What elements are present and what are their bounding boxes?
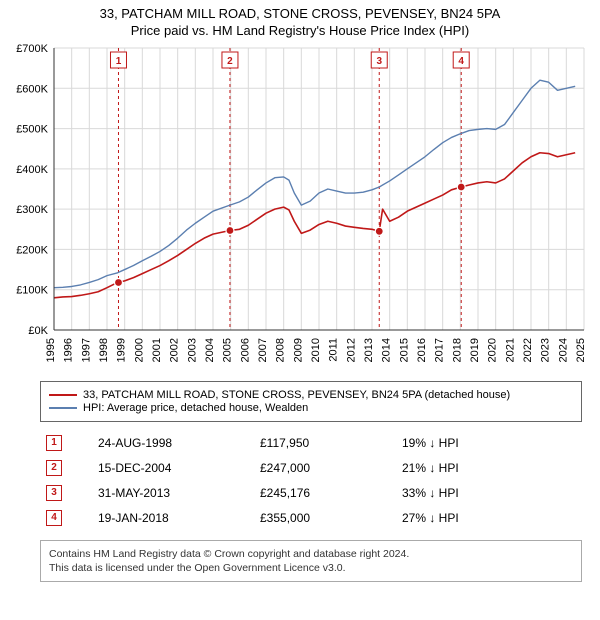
svg-text:£500K: £500K [16,124,48,136]
sale-marker-icon: 3 [46,485,62,501]
sale-date: 15-DEC-2004 [92,455,254,480]
svg-text:2022: 2022 [522,338,534,362]
svg-text:2010: 2010 [310,338,322,362]
svg-text:2018: 2018 [451,338,463,362]
sale-diff: 19% ↓ HPI [396,430,582,455]
legend: 33, PATCHAM MILL ROAD, STONE CROSS, PEVE… [40,381,582,422]
svg-text:3: 3 [376,56,382,67]
svg-text:2005: 2005 [222,338,234,362]
svg-text:2024: 2024 [557,338,569,362]
svg-text:£600K: £600K [16,83,48,95]
legend-item: HPI: Average price, detached house, Weal… [49,402,573,414]
sale-marker-icon: 1 [46,435,62,451]
svg-text:£400K: £400K [16,164,48,176]
sale-marker-icon: 2 [46,460,62,476]
svg-text:2009: 2009 [292,338,304,362]
svg-text:2021: 2021 [504,338,516,362]
legend-swatch [49,394,77,396]
svg-text:2017: 2017 [434,338,446,362]
svg-text:2004: 2004 [204,338,216,362]
svg-text:1995: 1995 [45,338,57,362]
sale-price: £245,176 [254,480,396,505]
svg-text:2020: 2020 [487,338,499,362]
svg-text:2015: 2015 [398,338,410,362]
sale-row: 4 19-JAN-2018£355,00027% ↓ HPI [40,505,582,530]
footer-line1: Contains HM Land Registry data © Crown c… [49,547,573,561]
svg-text:1996: 1996 [63,338,75,362]
sale-diff: 33% ↓ HPI [396,480,582,505]
svg-text:2006: 2006 [239,338,251,362]
sale-row: 2 15-DEC-2004£247,00021% ↓ HPI [40,455,582,480]
svg-text:2002: 2002 [169,338,181,362]
sale-date: 19-JAN-2018 [92,505,254,530]
svg-text:£200K: £200K [16,244,48,256]
svg-text:2008: 2008 [275,338,287,362]
sales-table: 1 24-AUG-1998£117,95019% ↓ HPI 2 15-DEC-200… [40,430,582,530]
titles: 33, PATCHAM MILL ROAD, STONE CROSS, PEVE… [0,0,600,40]
svg-text:1999: 1999 [116,338,128,362]
svg-text:2007: 2007 [257,338,269,362]
svg-text:£0K: £0K [28,325,48,337]
svg-text:2014: 2014 [381,338,393,362]
sale-date: 24-AUG-1998 [92,430,254,455]
svg-text:4: 4 [458,56,464,67]
sale-diff: 27% ↓ HPI [396,505,582,530]
svg-text:2019: 2019 [469,338,481,362]
legend-item: 33, PATCHAM MILL ROAD, STONE CROSS, PEVE… [49,389,573,401]
svg-text:£700K: £700K [16,43,48,55]
svg-text:2000: 2000 [133,338,145,362]
footer-attribution: Contains HM Land Registry data © Crown c… [40,540,582,582]
chart: £0K £100K £200K £300K £400K £500K £600K £700K 19… [0,40,600,375]
svg-text:£100K: £100K [16,285,48,297]
svg-text:£300K: £300K [16,204,48,216]
sale-price: £247,000 [254,455,396,480]
svg-text:1997: 1997 [80,338,92,362]
svg-text:2001: 2001 [151,338,163,362]
sale-diff: 21% ↓ HPI [396,455,582,480]
sale-row: 1 24-AUG-1998£117,95019% ↓ HPI [40,430,582,455]
sale-price: £355,000 [254,505,396,530]
footer-line2: This data is licensed under the Open Gov… [49,561,573,575]
chart-container: 33, PATCHAM MILL ROAD, STONE CROSS, PEVE… [0,0,600,582]
svg-text:2011: 2011 [328,338,340,362]
chart-svg: £0K £100K £200K £300K £400K £500K £600K £700K 19… [0,40,600,370]
svg-text:2013: 2013 [363,338,375,362]
title-subtitle: Price paid vs. HM Land Registry's House … [8,23,592,38]
title-address: 33, PATCHAM MILL ROAD, STONE CROSS, PEVE… [8,6,592,21]
sale-marker-icon: 4 [46,510,62,526]
sale-date: 31-MAY-2013 [92,480,254,505]
svg-text:2003: 2003 [186,338,198,362]
svg-text:2025: 2025 [575,338,587,362]
svg-text:1: 1 [116,56,122,67]
svg-text:2012: 2012 [345,338,357,362]
legend-label: 33, PATCHAM MILL ROAD, STONE CROSS, PEVE… [83,389,510,401]
legend-label: HPI: Average price, detached house, Weal… [83,402,308,414]
svg-text:2016: 2016 [416,338,428,362]
svg-text:2: 2 [227,56,233,67]
sale-row: 3 31-MAY-2013£245,17633% ↓ HPI [40,480,582,505]
svg-text:1998: 1998 [98,338,110,362]
sale-price: £117,950 [254,430,396,455]
legend-swatch [49,407,77,409]
svg-text:2023: 2023 [540,338,552,362]
